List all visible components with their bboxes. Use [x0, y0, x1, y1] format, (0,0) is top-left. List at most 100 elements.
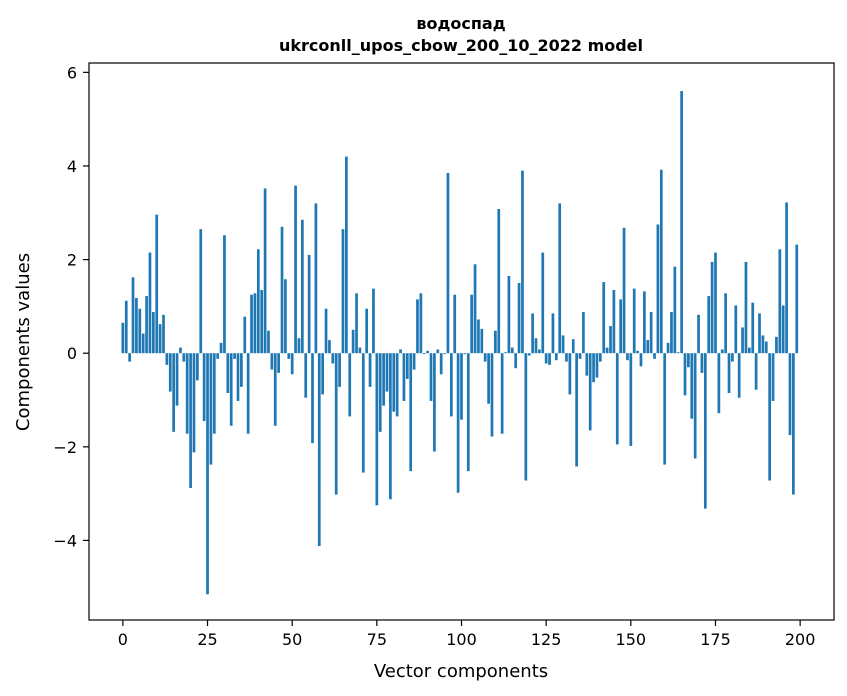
bar — [246, 353, 250, 434]
bar — [131, 277, 135, 354]
bar — [795, 244, 799, 354]
bar — [531, 313, 534, 354]
bar — [382, 353, 385, 406]
bar — [334, 353, 338, 495]
bar — [199, 229, 203, 354]
x-tick-label: 0 — [118, 630, 128, 649]
bar — [141, 333, 145, 354]
x-tick-label: 200 — [785, 630, 816, 649]
bar — [534, 338, 538, 354]
bar — [236, 353, 240, 401]
y-tick-label: −4 — [53, 531, 77, 550]
bar — [615, 353, 619, 445]
bar — [294, 185, 297, 354]
bar — [697, 314, 700, 354]
bar — [663, 353, 667, 465]
bar — [643, 291, 646, 354]
bar — [775, 336, 778, 354]
bar — [517, 282, 521, 354]
bar — [473, 264, 477, 354]
bar — [575, 353, 578, 467]
bar — [375, 353, 379, 506]
bar — [202, 353, 206, 422]
bar — [629, 353, 633, 446]
bar — [189, 353, 192, 488]
bar — [595, 353, 599, 378]
bar — [792, 353, 795, 495]
bar — [233, 353, 236, 359]
bar — [206, 353, 209, 595]
bar — [626, 353, 629, 361]
bar — [690, 353, 694, 419]
bar — [338, 353, 341, 387]
bar — [185, 353, 189, 434]
bar — [703, 353, 707, 509]
bar — [311, 353, 314, 444]
x-tick-label: 175 — [700, 630, 731, 649]
bar — [284, 279, 287, 354]
bar — [223, 235, 226, 354]
bar — [605, 347, 609, 354]
bar — [422, 353, 426, 355]
x-tick-label: 25 — [197, 630, 217, 649]
bar — [151, 312, 155, 354]
y-axis-label: Components values — [13, 253, 34, 431]
bar — [219, 342, 223, 354]
bar — [524, 353, 528, 481]
bar — [124, 300, 128, 354]
bar — [416, 299, 419, 354]
bar — [558, 203, 562, 354]
bar — [538, 349, 541, 354]
x-axis-label: Vector components — [374, 661, 548, 682]
bar — [260, 290, 264, 354]
bar — [700, 353, 704, 373]
bar — [781, 305, 785, 354]
bar — [612, 290, 616, 354]
bar — [737, 353, 741, 398]
bar — [409, 353, 413, 472]
bar — [148, 252, 152, 354]
bar — [365, 308, 369, 354]
bar — [778, 249, 782, 354]
bar — [632, 288, 636, 354]
bar — [304, 353, 308, 398]
bar — [267, 330, 270, 354]
bar — [378, 353, 382, 432]
plot-frame — [88, 62, 835, 621]
bar — [670, 312, 673, 354]
bar — [544, 353, 548, 364]
bar — [280, 226, 284, 354]
bar — [155, 214, 159, 354]
x-tick-label: 150 — [616, 630, 647, 649]
bar — [460, 353, 463, 420]
bar — [741, 327, 744, 354]
bar — [568, 353, 572, 395]
bar — [128, 353, 131, 362]
bar — [768, 353, 772, 481]
bar — [636, 350, 639, 354]
bar — [561, 335, 565, 354]
bar — [470, 294, 474, 354]
bar — [355, 293, 358, 354]
bar — [714, 252, 717, 354]
y-tick-label: −2 — [53, 438, 77, 457]
bar — [653, 353, 656, 359]
bar — [504, 352, 507, 354]
bar — [477, 319, 480, 354]
bar — [609, 326, 612, 354]
bar — [497, 209, 501, 354]
bar — [707, 296, 711, 354]
bar — [731, 353, 734, 362]
bar — [744, 261, 748, 354]
bar — [541, 252, 545, 354]
bar — [300, 219, 304, 354]
bar — [693, 353, 697, 459]
bar — [622, 227, 626, 354]
bar — [182, 353, 186, 362]
bar — [619, 299, 623, 354]
bar — [514, 353, 518, 369]
bar — [158, 324, 162, 354]
bar — [277, 353, 280, 373]
bar — [439, 353, 443, 375]
bar — [351, 329, 355, 354]
